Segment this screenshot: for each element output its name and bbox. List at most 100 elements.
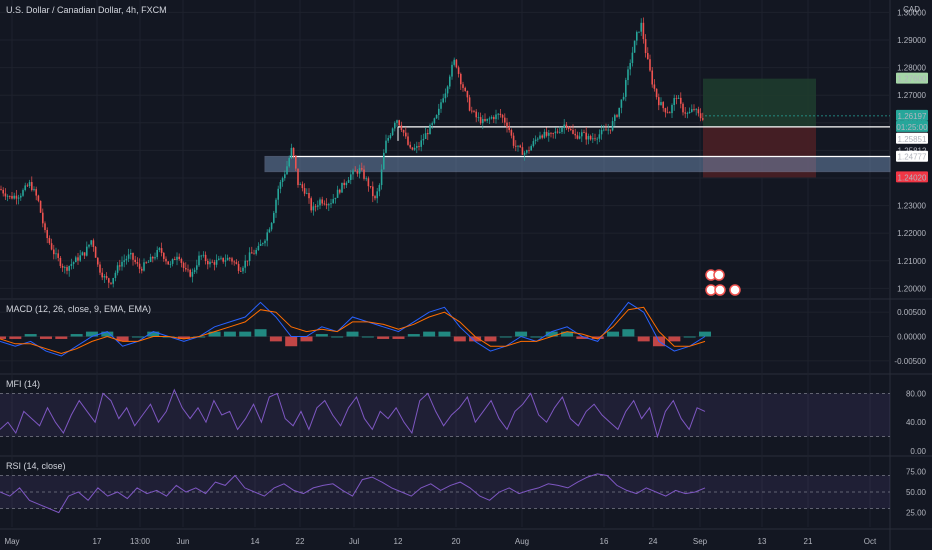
y-tick-label: 0.00500 (897, 308, 926, 317)
x-tick-label: 20 (452, 537, 461, 546)
macd-bar (545, 331, 558, 337)
candle-body (255, 250, 257, 254)
candle-body (565, 124, 568, 127)
candle-body (66, 267, 68, 271)
candle-body (90, 240, 92, 245)
candle-body (244, 260, 246, 268)
candle-body (429, 124, 431, 135)
macd-bar (423, 331, 436, 337)
candle-body (44, 223, 46, 231)
candle-body (644, 39, 647, 54)
candle-body (94, 246, 97, 258)
candle-body (666, 112, 669, 114)
candle-body (204, 254, 207, 262)
candle-body (220, 257, 222, 259)
candle-body (165, 258, 167, 262)
candle-body (334, 197, 337, 200)
candle-body (446, 86, 449, 94)
candle-body (200, 255, 202, 257)
price-label: 1.24020 (898, 173, 927, 182)
candle-body (383, 152, 385, 170)
candle-body (57, 253, 59, 258)
candle-body (112, 277, 114, 284)
candle-body (594, 138, 596, 140)
price-label: 1.24777 (898, 153, 927, 162)
candle-body (138, 263, 141, 269)
candle-body (519, 145, 521, 148)
candle-body (499, 113, 502, 116)
macd-bar (392, 336, 405, 339)
candle-body (451, 64, 453, 77)
candle-body (303, 188, 306, 194)
candle-body (512, 135, 515, 146)
y-tick-label: 1.29000 (897, 36, 926, 45)
x-tick-label: Oct (864, 537, 877, 546)
candle-body (343, 182, 345, 186)
candle-body (563, 124, 565, 128)
candle-body (651, 70, 653, 85)
macd-bar (285, 336, 298, 347)
candle-body (462, 84, 464, 88)
event-flag-icon (714, 284, 726, 296)
candle-body (407, 136, 409, 145)
candle-body (552, 133, 554, 134)
candle-body (253, 253, 255, 255)
candle-body (321, 199, 323, 204)
candle-body (658, 97, 660, 106)
candle-body (68, 265, 70, 271)
y-tick-label: 0.00 (910, 447, 926, 456)
candle-body (341, 182, 343, 193)
candle-body (314, 206, 317, 208)
candle-body (387, 138, 389, 141)
candle-body (460, 73, 462, 85)
candle-body (310, 198, 312, 211)
y-tick-label: 1.30000 (897, 8, 926, 17)
candle-body (554, 131, 557, 134)
candle-body (347, 179, 350, 183)
candle-body (191, 272, 194, 277)
candle-body (398, 120, 400, 126)
candle-body (413, 147, 416, 150)
price-label-box (896, 72, 928, 84)
candle-body (449, 76, 451, 87)
candle-body (262, 243, 264, 244)
candle-body (99, 264, 101, 273)
candle-body (79, 255, 81, 261)
candle-body (211, 261, 213, 263)
candle-body (391, 128, 394, 136)
candle-body (72, 262, 75, 265)
candle-body (77, 257, 79, 261)
candle-body (682, 103, 684, 113)
macd-bar (39, 336, 52, 339)
candle-body (614, 115, 616, 122)
candle-body (83, 252, 86, 256)
candle-body (435, 115, 438, 119)
candle-body (363, 169, 365, 179)
candle-body (422, 139, 425, 141)
candle-body (521, 147, 524, 155)
candle-body (42, 212, 44, 224)
candle-body (675, 98, 678, 99)
candle-body (572, 129, 574, 134)
candle-body (677, 97, 680, 99)
macd-bar (438, 331, 451, 337)
candle-body (495, 114, 497, 120)
candle-body (581, 132, 583, 137)
macd-bar (177, 336, 190, 339)
candle-body (534, 139, 537, 142)
candle-body (548, 132, 550, 136)
price-label: 1.26197 (898, 112, 927, 121)
candle-body (4, 193, 7, 197)
candle-body (636, 32, 638, 41)
currency-label: CAD (903, 5, 920, 14)
candle-body (453, 59, 455, 65)
macd-bar (70, 334, 83, 337)
candle-body (647, 53, 649, 60)
candle-body (411, 147, 414, 150)
candle-body (257, 245, 260, 251)
candle-body (308, 192, 310, 199)
candle-body (372, 186, 374, 197)
macd-bar (622, 329, 635, 337)
y-tick-label: 1.28000 (897, 64, 926, 73)
